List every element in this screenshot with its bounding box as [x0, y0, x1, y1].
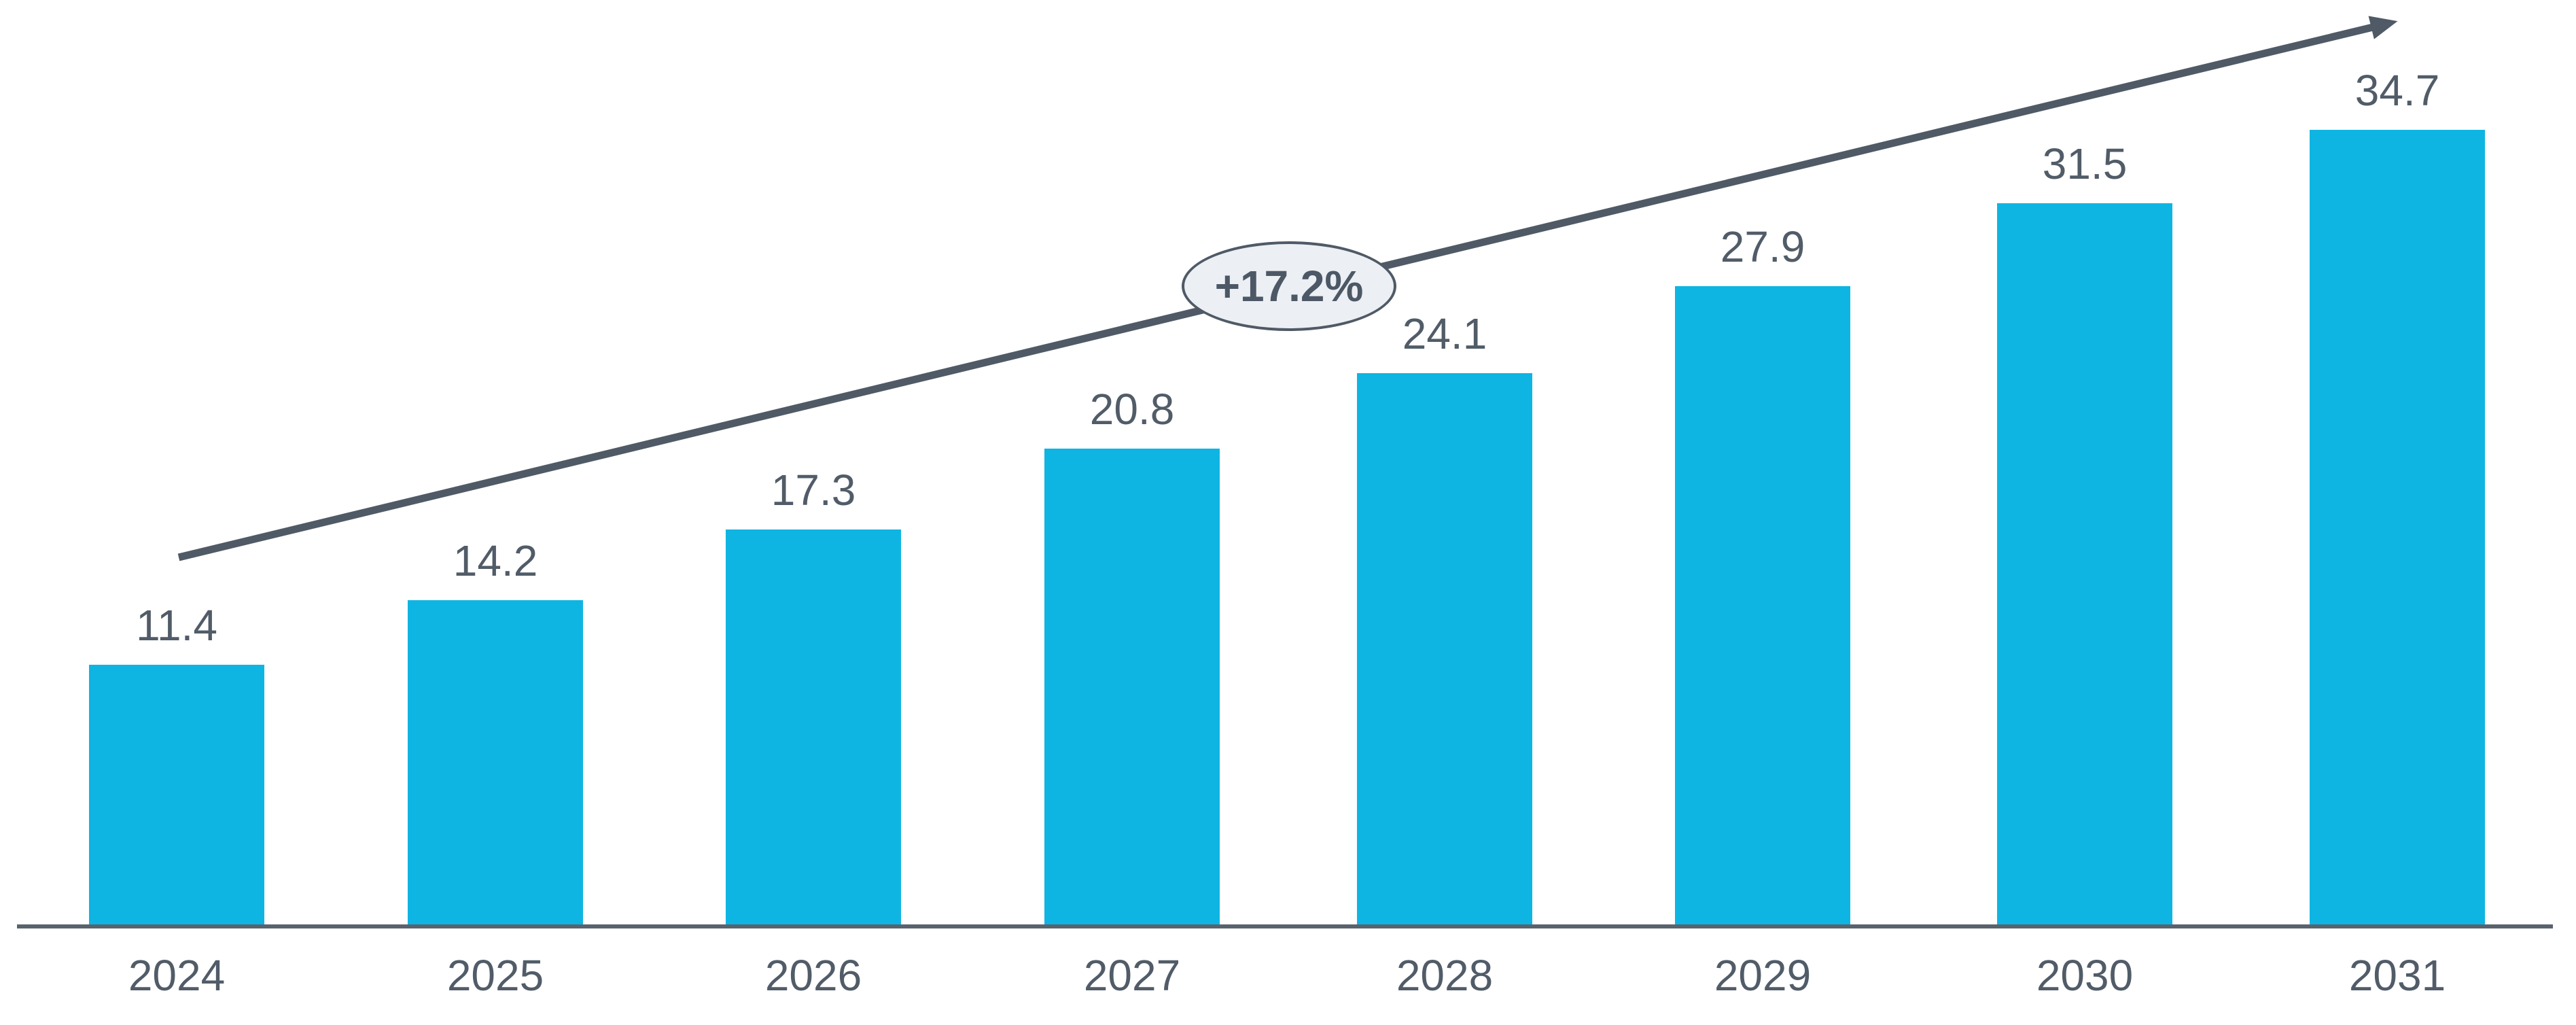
value-label-2025: 14.2	[453, 536, 538, 585]
growth-badge-label: +17.2%	[1214, 262, 1364, 311]
x-tick-2031: 2031	[2348, 951, 2446, 1000]
value-label-2028: 24.1	[1402, 309, 1487, 358]
bar-2026	[726, 529, 901, 926]
value-label-2030: 31.5	[2042, 139, 2128, 188]
x-tick-2027: 2027	[1083, 951, 1181, 1000]
bar-2029	[1675, 286, 1850, 926]
x-tick-2025: 2025	[446, 951, 544, 1000]
x-tick-2024: 2024	[128, 951, 226, 1000]
x-tick-2030: 2030	[2036, 951, 2134, 1000]
growth-badge: +17.2%	[1182, 241, 1396, 331]
bar-2028	[1357, 373, 1532, 926]
x-axis-line	[17, 924, 2553, 928]
value-label-2024: 11.4	[136, 601, 217, 650]
value-label-2029: 27.9	[1720, 222, 1805, 271]
value-label-2031: 34.7	[2354, 66, 2440, 115]
bar-2030	[1997, 203, 2172, 926]
value-label-2027: 20.8	[1089, 385, 1175, 434]
value-label-2026: 17.3	[771, 466, 856, 515]
bar-2031	[2310, 130, 2485, 926]
bar-2025	[408, 600, 583, 926]
bar-2024	[89, 665, 264, 926]
x-tick-2026: 2026	[764, 951, 862, 1000]
x-tick-2029: 2029	[1714, 951, 1812, 1000]
bar-2027	[1044, 449, 1220, 926]
x-tick-2028: 2028	[1396, 951, 1494, 1000]
